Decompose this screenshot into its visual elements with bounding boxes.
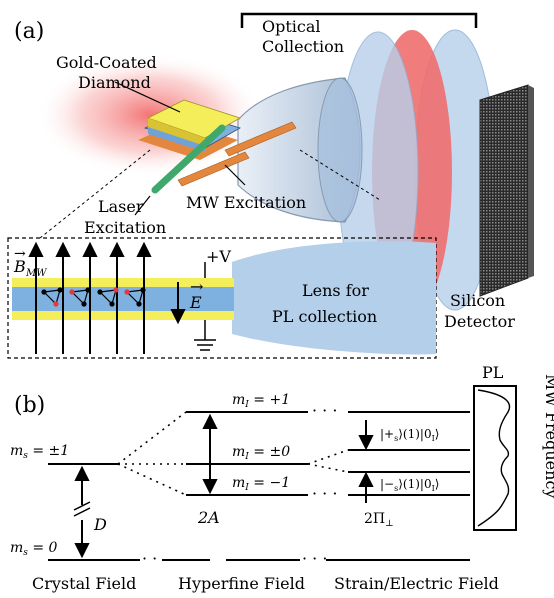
ms-0-label: ms = 0 [10,540,58,558]
b-field-arrows [28,241,152,354]
nv-centers [41,287,146,307]
mw-frequency-label: MW Frequency [542,374,554,498]
two-a-label: 2A [197,508,220,527]
ket-minus-label: |−s⟩(1)|0I⟩ [380,477,439,493]
silicon-label-1: Silicon [450,291,505,310]
mi-0-label: mI = ±0 [232,444,290,462]
zoom-leader-right [299,149,381,201]
level-ms-0-dots: · · [142,549,157,568]
pl-label: PL [482,363,504,382]
mi-m1-label: mI = −1 [232,475,290,493]
laser-label-1: Laser [98,197,144,216]
d-arrow [73,465,91,559]
gold-side [148,118,205,146]
cone-face [317,77,363,223]
inset-box [7,237,437,359]
b-field-arrow-glyph: → [14,246,26,262]
mw-strip-2 [177,151,250,187]
two-a-arrow [202,413,218,495]
strain-field-label: Strain/Electric Field [334,574,499,593]
diamond-side [148,127,205,152]
ket-plus-label: |+s⟩(1)|0I⟩ [380,427,439,443]
silicon-label-2: Detector [444,312,515,331]
gold-diamond-label-1: Gold-Coated [56,53,157,72]
b-field-sub: MW [25,268,47,279]
laser-fiber [151,124,226,194]
panel-b-label: (b) [14,393,45,418]
lens-label-1: Lens for [302,281,369,300]
b-field-label: B [13,257,26,276]
strain-split-dotted [307,449,349,473]
e-field-arrow [170,282,186,325]
inset-lens [232,241,436,355]
pl-box [473,385,517,531]
inset-gold-top [12,278,234,287]
laser-label-2: Excitation [84,218,166,237]
laser-leader [134,195,151,216]
level-ms-0-dots2: · · · [302,549,327,568]
mi-dots-top: · · · [312,401,337,420]
optical-collection-label-2: Collection [262,37,344,56]
mw-excitation-label: MW Excitation [186,193,306,212]
split-dotted [117,411,187,496]
mw-strip-1 [224,121,297,157]
inset-gold-bottom [12,311,234,320]
optical-collection-bracket [240,12,478,28]
gold-diamond-label-2: Diamond [78,73,151,92]
lens-label-2: PL collection [272,307,377,326]
voltage-wiring [194,262,216,351]
two-pi-label: 2Π⊥ [364,511,394,529]
silicon-detector [479,84,529,297]
mi-p1-label: mI = +1 [232,392,290,410]
ms-pm1-label: ms = ±1 [10,443,69,461]
silicon-detector-edge [528,85,534,278]
e-field-label: E [189,293,202,312]
diamond-leader [114,81,181,113]
voltage-label: +V [206,247,231,266]
mw-leader [224,164,246,186]
e-field-arrow-glyph: → [190,277,203,296]
two-pi-arrows [358,420,374,503]
d-label: D [93,515,107,534]
optical-collection-label-1: Optical [262,17,321,36]
hyperfine-field-label: Hyperfine Field [178,574,305,593]
pl-spectrum [477,389,511,527]
panel-a-label: (a) [14,19,44,44]
crystal-field-label: Crystal Field [32,574,136,593]
mi-dots-bot: · · · [312,484,337,503]
